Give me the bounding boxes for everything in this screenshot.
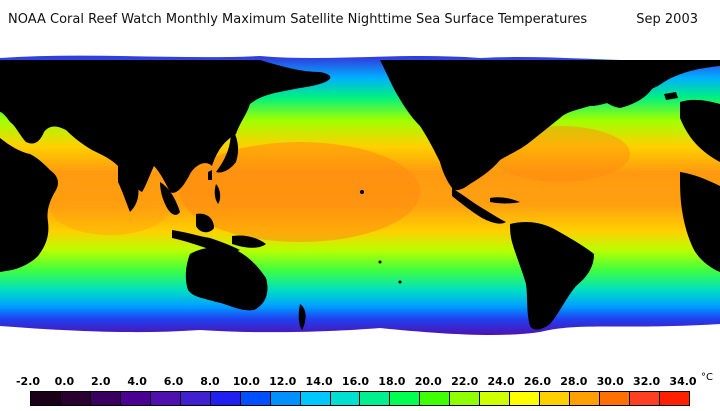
color-swatch (540, 392, 571, 405)
color-swatch (180, 392, 211, 405)
south-america (510, 222, 594, 330)
unit-label: °C (701, 372, 713, 383)
australia (185, 247, 268, 311)
color-bar (30, 391, 690, 406)
color-swatch (90, 392, 121, 405)
color-swatch (390, 392, 421, 405)
taiwan (208, 170, 212, 180)
tick-label: 10.0 (232, 375, 260, 388)
color-swatch (120, 392, 151, 405)
title-date: Sep 2003 (636, 12, 698, 27)
west-africa (680, 172, 720, 272)
tick-label: 18.0 (378, 375, 406, 388)
japan (216, 128, 239, 173)
new-zealand (298, 304, 306, 330)
tick-label: 24.0 (487, 375, 515, 388)
arctic-ice (0, 42, 720, 61)
tick-label: 28.0 (560, 375, 588, 388)
tick-label: -2.0 (15, 375, 41, 388)
indonesia (172, 230, 240, 253)
tick-label: 26.0 (523, 375, 552, 388)
sst-world-map (0, 42, 720, 368)
southeast-asia (160, 182, 180, 215)
color-swatch (570, 392, 601, 405)
tick-label: 14.0 (305, 375, 333, 388)
indian-warm-pool (50, 179, 170, 235)
tick-label: 12.0 (269, 375, 297, 388)
pacific-island (378, 260, 382, 264)
tick-label: 22.0 (451, 375, 479, 388)
philippines (214, 184, 221, 204)
caribbean-islands (490, 197, 520, 204)
tick-label: 34.0 (669, 375, 697, 388)
central-america (452, 188, 506, 224)
color-swatch (31, 392, 61, 405)
tick-label: 32.0 (633, 375, 661, 388)
map-title: NOAA Coral Reef Watch Monthly Maximum Sa… (0, 10, 720, 32)
new-guinea (232, 235, 266, 248)
color-swatch (60, 392, 91, 405)
tick-label: 8.0 (200, 375, 220, 388)
color-swatch (240, 392, 271, 405)
color-swatch (210, 392, 241, 405)
color-swatch (600, 392, 631, 405)
color-swatch (480, 392, 511, 405)
color-scale-legend: -2.0 0.0 2.0 4.0 6.0 8.0 10.0 12.0 14.0 16.0 18.0 2… (0, 372, 720, 411)
iceland (664, 92, 678, 100)
africa (0, 138, 58, 272)
color-swatch (330, 392, 361, 405)
color-swatch (150, 392, 181, 405)
tick-label: 20.0 (414, 375, 442, 388)
color-swatch (420, 392, 451, 405)
color-swatch (300, 392, 331, 405)
tick-label: 4.0 (127, 375, 147, 388)
tick-label: 0.0 (54, 375, 75, 388)
tick-label: 16.0 (341, 375, 370, 388)
pacific-island (398, 280, 402, 284)
color-swatch (510, 392, 541, 405)
borneo (196, 213, 214, 233)
western-europe (680, 99, 720, 162)
tick-label: 2.0 (91, 375, 111, 388)
india (118, 166, 139, 212)
color-swatch (360, 392, 391, 405)
color-swatch (630, 392, 661, 405)
color-swatch (270, 392, 301, 405)
color-swatch (660, 392, 689, 405)
greenland (590, 60, 656, 108)
eurasia-landmass (0, 60, 331, 193)
hawaii (360, 190, 364, 194)
west-pacific-warm-pool (180, 142, 420, 242)
tick-label: 6.0 (163, 375, 184, 388)
tick-label: 30.0 (596, 375, 624, 388)
color-swatch (450, 392, 481, 405)
title-text: NOAA Coral Reef Watch Monthly Maximum Sa… (8, 12, 588, 27)
antarctica (0, 324, 720, 368)
